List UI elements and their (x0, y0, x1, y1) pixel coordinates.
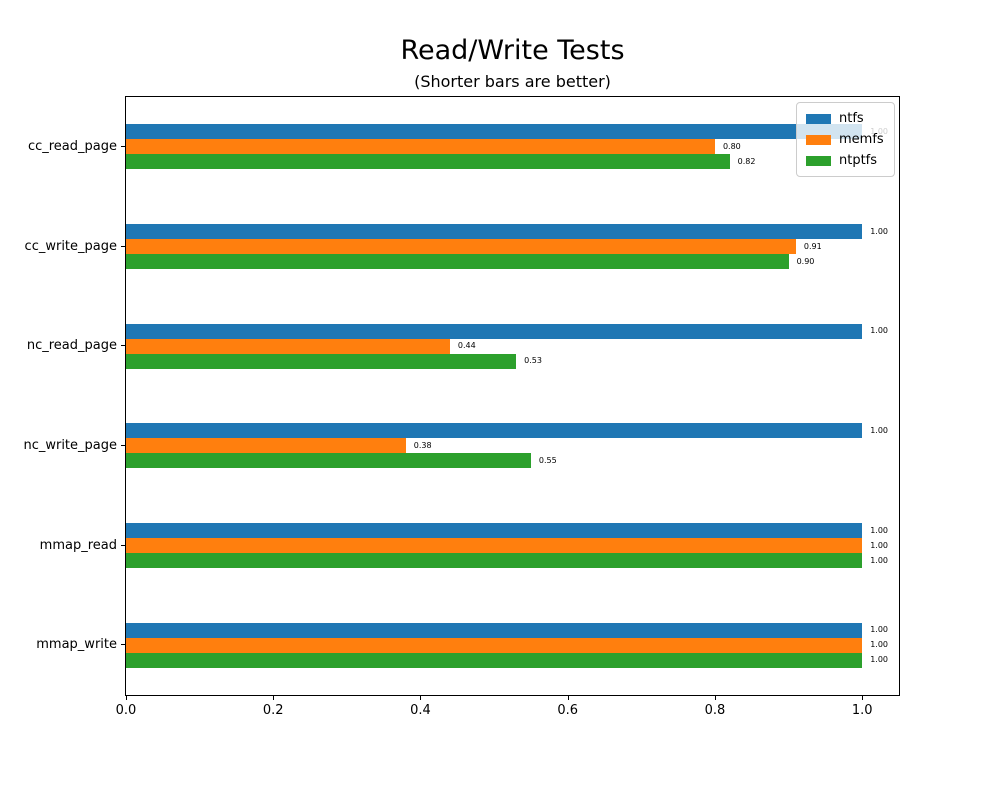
legend-swatch-ntfs (806, 113, 831, 124)
y-tick-mark (121, 644, 125, 645)
y-axis-tick-label: cc_write_page (24, 238, 117, 254)
bar-ntfs-nc_write_page (126, 423, 863, 439)
bar-ntptfs-nc_read_page (126, 353, 517, 369)
bar-memfs-cc_read_page (126, 139, 715, 155)
bar-value-label: 1.00 (870, 655, 888, 665)
bar-value-label: 0.80 (722, 141, 741, 151)
x-tick-mark (420, 696, 422, 700)
y-axis-tick-label: nc_write_page (23, 437, 117, 453)
bar-value-label: 1.00 (870, 625, 888, 635)
bar-memfs-mmap_write (126, 637, 863, 653)
x-tick-mark (273, 696, 275, 700)
bar-value-label: 0.90 (796, 256, 815, 266)
legend-entry: ntfs (806, 108, 894, 129)
bar-value-label: 1.00 (870, 525, 888, 535)
bar-ntfs-cc_write_page (126, 224, 863, 239)
bar-value-label: 1.00 (870, 226, 888, 236)
y-axis-tick-label: mmap_write (36, 637, 117, 653)
bar-value-label: 1.00 (870, 640, 888, 650)
x-tick-mark (126, 696, 127, 700)
bar-memfs-nc_write_page (126, 438, 406, 454)
bar-ntfs-mmap_read (126, 523, 863, 538)
y-axis-tick-label: cc_read_page (27, 138, 117, 154)
bar-value-label: 1.00 (870, 326, 888, 336)
y-tick-mark (121, 445, 125, 446)
bar-value-label: 0.82 (737, 156, 756, 166)
x-axis-tick-label: 1.0 (851, 703, 873, 718)
legend-entry: ntptfs (806, 150, 894, 171)
legend-label: ntptfs (839, 152, 878, 168)
bar-ntfs-mmap_write (126, 622, 863, 638)
bar-value-label: 1.00 (870, 540, 888, 550)
bar-value-label: 0.44 (457, 341, 476, 351)
y-axis-tick-label: nc_read_page (26, 338, 117, 354)
x-tick-mark (862, 696, 864, 700)
chart-subtitle: (Shorter bars are better) (414, 72, 611, 91)
bar-ntptfs-cc_write_page (126, 254, 789, 269)
bar-memfs-mmap_read (126, 538, 863, 553)
bar-ntptfs-mmap_read (126, 553, 863, 568)
y-tick-mark (121, 345, 125, 346)
bar-memfs-nc_read_page (126, 338, 450, 354)
y-tick-mark (121, 246, 125, 247)
legend: ntfs memfs ntptfs (796, 102, 895, 177)
x-axis-tick-label: 0.4 (410, 703, 431, 718)
bar-ntptfs-mmap_write (126, 652, 863, 668)
y-axis-tick-label: mmap_read (39, 537, 117, 553)
bar-value-label: 0.38 (413, 440, 432, 450)
bar-value-label: 0.55 (538, 455, 557, 465)
plot-area: ntfs memfs ntptfs 1.00 0.80 0.82 1.00 0.91 0.… (125, 96, 900, 696)
bar-value-label: 0.91 (803, 241, 822, 251)
x-axis-tick-label: 0.0 (115, 703, 137, 718)
x-axis-tick-label: 0.6 (557, 703, 579, 718)
x-axis-tick-label: 0.2 (262, 703, 284, 718)
bar-value-label: 0.53 (524, 356, 542, 366)
x-axis-tick-label: 0.8 (704, 703, 726, 718)
chart-title: Read/Write Tests (400, 35, 625, 66)
legend-swatch-ntptfs (806, 155, 831, 166)
bar-ntfs-nc_read_page (126, 323, 863, 339)
x-tick-mark (714, 696, 716, 700)
legend-label: memfs (839, 131, 884, 147)
y-tick-mark (121, 545, 125, 546)
x-tick-mark (567, 696, 569, 700)
legend-swatch-memfs (806, 134, 831, 145)
bar-ntptfs-nc_write_page (126, 453, 531, 469)
bar-ntptfs-cc_read_page (126, 154, 730, 170)
bar-ntfs-cc_read_page (126, 124, 863, 140)
y-tick-mark (121, 146, 125, 147)
legend-label: ntfs (839, 110, 864, 126)
legend-entry: memfs (806, 129, 894, 150)
bar-value-label: 1.00 (870, 555, 888, 565)
bar-value-label: 1.00 (870, 425, 888, 435)
bar-memfs-cc_write_page (126, 239, 796, 254)
